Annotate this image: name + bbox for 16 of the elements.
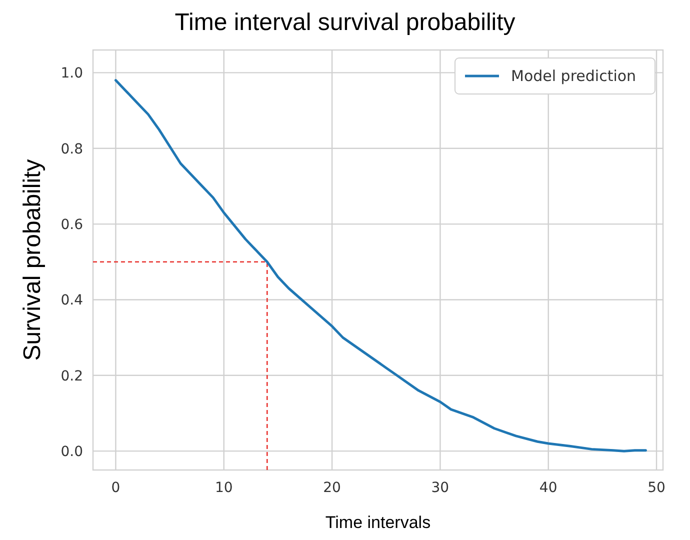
x-tick-label: 40 <box>539 480 558 496</box>
x-tick-label: 10 <box>214 480 233 496</box>
y-tick-label: 1.0 <box>60 66 83 82</box>
x-tick-label: 20 <box>323 480 341 496</box>
y-tick-label: 0.8 <box>60 141 83 158</box>
y-tick-label: 0.0 <box>60 444 83 460</box>
x-tick-label: 50 <box>648 480 666 496</box>
y-tick-label: 0.6 <box>60 217 84 234</box>
x-tick-label: 30 <box>431 480 450 496</box>
y-axis-title: Survival probability <box>19 159 46 361</box>
y-tick-label: 0.4 <box>60 292 84 309</box>
x-axis-title: Time intervals <box>325 513 431 532</box>
legend-label: Model prediction <box>511 67 636 85</box>
y-tick-label: 0.2 <box>60 368 83 384</box>
x-tick-label: 0 <box>111 480 120 496</box>
chart-title: Time interval survival probability <box>174 9 516 36</box>
